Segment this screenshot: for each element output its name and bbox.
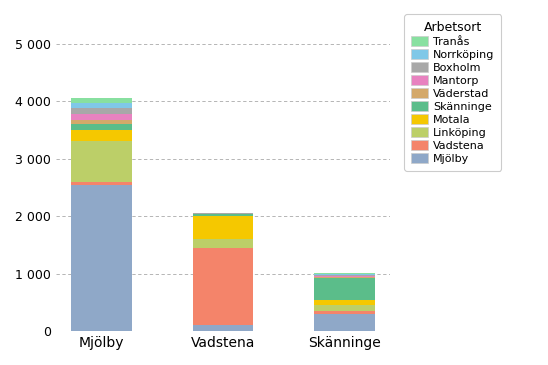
Bar (314, 273, 375, 274)
Bar (71, 124, 132, 130)
Bar (314, 300, 375, 305)
Bar (192, 215, 253, 216)
Bar (192, 214, 253, 215)
Bar (71, 120, 132, 124)
Bar (314, 277, 375, 278)
Bar (192, 216, 253, 239)
Bar (314, 314, 375, 331)
Bar (71, 103, 132, 108)
Bar (71, 185, 132, 331)
Bar (314, 305, 375, 311)
Bar (71, 142, 132, 182)
Bar (71, 108, 132, 114)
Bar (71, 99, 132, 103)
Bar (314, 311, 375, 314)
Bar (314, 274, 375, 275)
Bar (192, 239, 253, 248)
Bar (314, 278, 375, 300)
Bar (71, 130, 132, 142)
Legend: Tranås, Norrköping, Boxholm, Mantorp, Väderstad, Skänninge, Motala, Linköping, V: Tranås, Norrköping, Boxholm, Mantorp, Vä… (404, 14, 501, 170)
Bar (71, 182, 132, 185)
Bar (71, 114, 132, 120)
Bar (314, 276, 375, 277)
Bar (192, 325, 253, 331)
Bar (314, 275, 375, 276)
Bar (192, 248, 253, 325)
